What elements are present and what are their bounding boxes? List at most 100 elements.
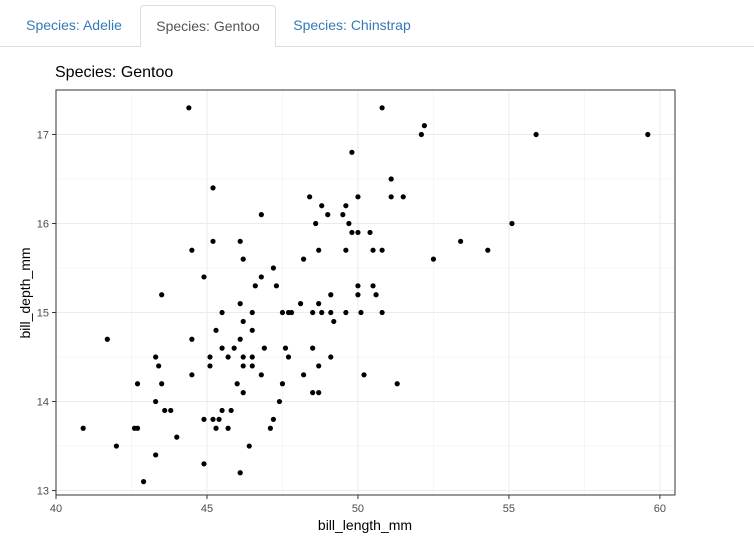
data-point [186, 105, 192, 111]
data-point [328, 354, 334, 360]
data-point [104, 336, 110, 342]
y-axis-label: bill_depth_mm [17, 247, 33, 338]
data-point [301, 256, 307, 262]
data-point [207, 363, 213, 369]
data-point [162, 407, 168, 414]
data-point [234, 381, 240, 387]
data-point [316, 301, 322, 307]
data-points [80, 105, 651, 485]
data-point [343, 203, 349, 209]
data-point [328, 309, 334, 316]
data-point [343, 247, 349, 253]
data-point [189, 247, 195, 253]
data-point [189, 372, 195, 378]
plot-panel [56, 90, 675, 495]
tab-species-chinstrap[interactable]: Species: Chinstrap [293, 17, 411, 33]
data-point [400, 194, 406, 200]
data-point [388, 176, 394, 182]
data-point [258, 274, 264, 280]
data-point [237, 470, 243, 476]
x-tick-label: 40 [50, 503, 62, 515]
data-point [310, 390, 316, 396]
data-point [201, 461, 207, 467]
data-point [240, 354, 246, 360]
y-tick-label: 16 [37, 219, 49, 231]
data-point [240, 256, 246, 262]
data-point [153, 452, 159, 458]
data-point [174, 434, 180, 440]
data-point [379, 309, 385, 316]
data-point [509, 220, 515, 227]
data-point [249, 363, 255, 369]
chart-title: Species: Gentoo [55, 64, 174, 81]
data-point [355, 283, 361, 289]
data-point [153, 354, 159, 360]
data-point [237, 238, 243, 244]
data-point [219, 407, 225, 414]
x-tick-label: 50 [352, 503, 364, 515]
data-point [313, 220, 319, 227]
data-point [237, 301, 243, 307]
y-tick-label: 17 [37, 130, 49, 142]
data-point [421, 123, 427, 129]
data-point [159, 292, 165, 298]
data-point [80, 425, 86, 431]
data-point [207, 354, 213, 360]
data-point [316, 390, 322, 396]
data-point [279, 381, 286, 387]
data-point [249, 327, 255, 333]
data-point [301, 372, 307, 378]
data-point [201, 274, 207, 280]
data-point [261, 345, 267, 351]
data-point [370, 247, 376, 253]
data-point [485, 247, 491, 253]
data-point [210, 238, 216, 244]
data-point [328, 292, 334, 298]
data-point [379, 247, 385, 253]
data-point [319, 203, 325, 209]
data-point [270, 416, 277, 422]
data-point [219, 309, 225, 316]
data-point [645, 131, 651, 138]
data-point [246, 443, 252, 449]
data-point [343, 309, 349, 316]
tab-species-gentoo[interactable]: Species: Gentoo [140, 5, 276, 47]
data-point [355, 229, 361, 236]
data-point [319, 309, 325, 316]
x-tick-label: 55 [503, 503, 515, 515]
data-point [210, 416, 216, 422]
data-point [258, 372, 264, 378]
data-point [231, 345, 237, 351]
data-point [228, 407, 234, 414]
data-point [279, 309, 286, 316]
data-point [273, 283, 280, 289]
data-point [388, 194, 394, 200]
data-point [358, 309, 364, 316]
data-point [282, 345, 289, 351]
tab-bar: Species: Adelie Species: Gentoo Species:… [0, 0, 754, 47]
data-point [240, 390, 246, 396]
data-point [373, 292, 379, 298]
data-point [331, 318, 337, 325]
data-point [533, 131, 539, 138]
data-point [325, 212, 331, 218]
data-point [156, 363, 162, 369]
data-point [430, 256, 437, 262]
data-point [307, 194, 313, 200]
data-point [288, 309, 295, 316]
tab-species-adelie[interactable]: Species: Adelie [26, 17, 122, 33]
data-point [361, 372, 367, 378]
data-point [219, 345, 225, 351]
data-point [225, 425, 231, 431]
data-point [140, 479, 147, 485]
y-tick-label: 14 [37, 397, 49, 409]
data-point [159, 381, 165, 387]
data-point [237, 336, 243, 342]
data-point [216, 416, 222, 422]
data-point [134, 381, 141, 387]
data-point [189, 336, 195, 342]
data-point [252, 283, 258, 289]
y-tick-label: 13 [37, 486, 49, 498]
x-tick-label: 60 [654, 503, 666, 515]
data-point [240, 363, 246, 369]
